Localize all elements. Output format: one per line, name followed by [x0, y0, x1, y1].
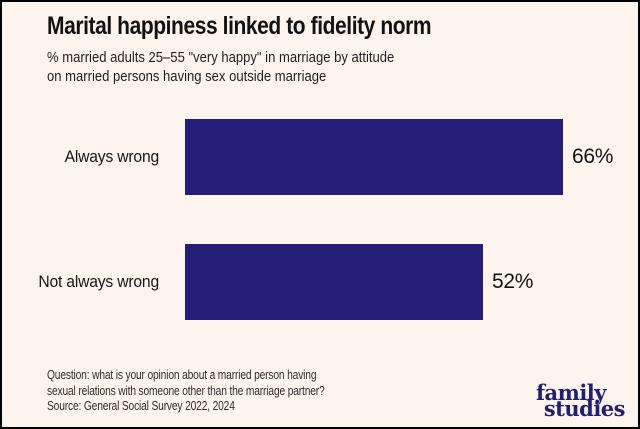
footnote-source: Source: General Social Survey 2022, 2024: [47, 399, 235, 413]
chart-subtitle-line2: on married persons having sex outside ma…: [47, 68, 327, 85]
bar-always-wrong: [185, 119, 563, 195]
chart-footnote: Question: what is your opinion about a m…: [47, 368, 325, 415]
bar-not-always-wrong: [185, 244, 483, 320]
logo-word-studies: studies: [543, 396, 626, 421]
category-label-not-always-wrong: Not always wrong: [38, 272, 159, 291]
family-studies-logo: family studies: [495, 380, 626, 424]
logo-word-family: family: [535, 380, 607, 405]
value-label-not-always-wrong: 52%: [492, 270, 534, 293]
chart-subtitle: % married adults 25–55 "very happy" in m…: [47, 48, 394, 86]
footnote-question-line1: Question: what is your opinion about a m…: [47, 368, 317, 382]
category-label-always-wrong: Always wrong: [64, 147, 160, 166]
footnote-question-line2: sexual relations with someone other than…: [47, 383, 325, 398]
chart-title: Marital happiness linked to fidelity nor…: [47, 12, 432, 40]
chart-subtitle-line1: % married adults 25–55 "very happy" in m…: [47, 49, 395, 66]
value-label-always-wrong: 66%: [572, 145, 614, 168]
